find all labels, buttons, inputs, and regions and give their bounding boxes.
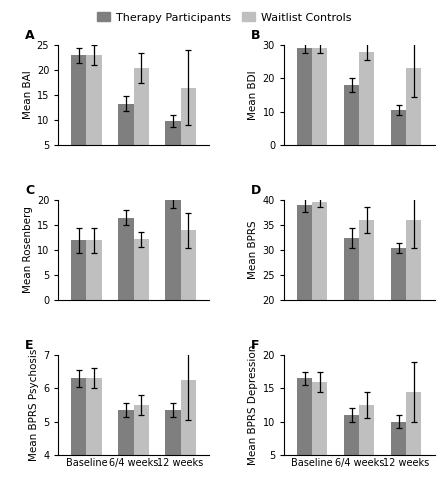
Bar	[312, 382, 327, 488]
Y-axis label: Mean BPRS Psychosis: Mean BPRS Psychosis	[29, 349, 39, 461]
Bar	[71, 378, 86, 500]
Bar	[391, 422, 406, 488]
Text: B: B	[251, 29, 260, 42]
Bar	[344, 238, 359, 400]
Bar	[181, 230, 196, 300]
Bar	[134, 68, 149, 170]
Bar	[71, 240, 86, 300]
Bar	[86, 55, 102, 170]
Text: A: A	[25, 29, 35, 42]
Bar	[359, 220, 375, 400]
Text: F: F	[251, 339, 259, 352]
Text: E: E	[25, 339, 34, 352]
Y-axis label: Mean Rosenberg: Mean Rosenberg	[23, 206, 33, 294]
Bar	[165, 200, 181, 300]
Bar	[134, 239, 149, 300]
Bar	[391, 248, 406, 400]
Bar	[406, 392, 422, 488]
Bar	[86, 240, 102, 300]
Bar	[344, 415, 359, 488]
Bar	[86, 378, 102, 500]
Y-axis label: Mean BPRS: Mean BPRS	[248, 220, 258, 280]
Bar	[118, 218, 134, 300]
Bar	[359, 405, 375, 488]
Bar	[359, 52, 375, 145]
Bar	[297, 205, 312, 400]
Y-axis label: Mean BDI: Mean BDI	[249, 70, 258, 120]
Bar	[165, 410, 181, 500]
Bar	[134, 405, 149, 500]
Bar	[391, 110, 406, 145]
Bar	[118, 104, 134, 170]
Bar	[312, 48, 327, 145]
Y-axis label: Mean BPRS Depression: Mean BPRS Depression	[249, 345, 258, 465]
Bar	[71, 55, 86, 170]
Bar	[181, 88, 196, 170]
Bar	[344, 85, 359, 145]
Bar	[406, 220, 422, 400]
Bar	[165, 121, 181, 170]
Bar	[297, 48, 312, 145]
Legend: Therapy Participants, Waitlist Controls: Therapy Participants, Waitlist Controls	[92, 8, 356, 27]
Bar	[118, 410, 134, 500]
Text: C: C	[25, 184, 34, 197]
Bar	[181, 380, 196, 500]
Bar	[312, 202, 327, 400]
Bar	[297, 378, 312, 488]
Y-axis label: Mean BAI: Mean BAI	[22, 70, 33, 120]
Bar	[406, 68, 422, 145]
Text: D: D	[251, 184, 261, 197]
